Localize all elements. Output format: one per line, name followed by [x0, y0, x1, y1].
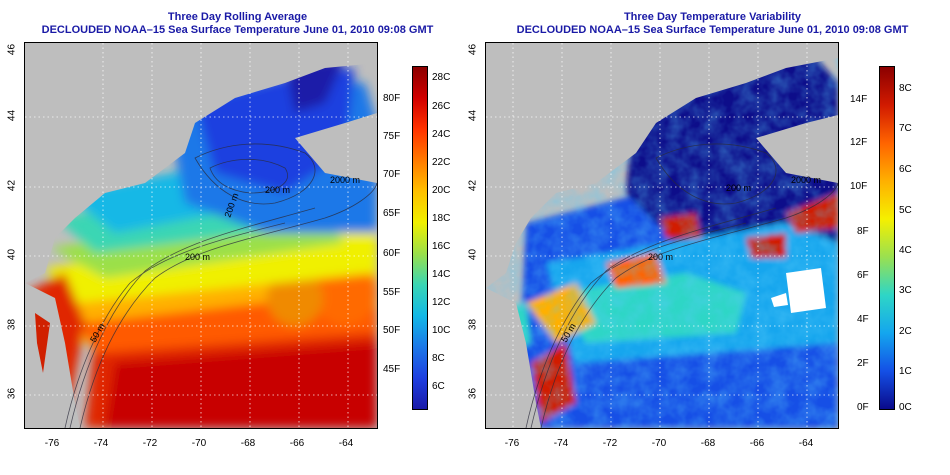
lon-tick: -72 [602, 438, 618, 449]
colorbar-f-label: 50F [383, 325, 401, 336]
lat-tick: 38 [6, 318, 18, 331]
colorbar-f-label: 55F [383, 287, 401, 298]
lon-tick: -68 [240, 438, 256, 449]
lat-tick: 44 [467, 109, 479, 122]
colorbar-c-label: 0C [899, 402, 912, 413]
colorbar-c-label: 4C [899, 245, 912, 256]
colorbar-f-label: 8F [857, 226, 869, 237]
contour-label: 200 m [185, 252, 210, 262]
colorbar-f-label: 60F [383, 248, 401, 259]
colorbar-c-label: 8C [899, 83, 912, 94]
lon-tick: -74 [553, 438, 569, 449]
left-panel: Three Day Rolling Average DECLOUDED NOAA… [6, 11, 451, 449]
colorbar-c-label: 12C [432, 297, 451, 308]
temperature-colorbar [412, 66, 428, 410]
colorbar-f-label: 12F [850, 137, 868, 148]
colorbar-f-label: 75F [383, 131, 401, 142]
lon-tick: -66 [749, 438, 765, 449]
lat-tick: 40 [467, 248, 479, 261]
colorbar-c-label: 28C [432, 72, 451, 83]
contour-label: 2000 m [791, 175, 821, 185]
colorbar-c-label: 22C [432, 157, 451, 168]
right-variability-map[interactable]: 2000 m 200 m 50 m 200 m [485, 42, 839, 429]
colorbar-c-label: 6C [899, 164, 912, 175]
lon-tick: -68 [700, 438, 716, 449]
right-subtitle: DECLOUDED NOAA–15 Sea Surface Temperatur… [516, 24, 909, 36]
lon-tick: -64 [798, 438, 814, 449]
colorbar-c-label: 10C [432, 325, 451, 336]
colorbar-c-label: 8C [432, 353, 445, 364]
lat-tick: 44 [6, 109, 18, 122]
colorbar-c-label: 20C [432, 185, 451, 196]
lon-tick: -76 [44, 438, 60, 449]
right-title: Three Day Temperature Variability [623, 11, 802, 23]
variability-colorbar [879, 66, 895, 410]
colorbar-c-label: 24C [432, 129, 451, 140]
colorbar-f-label: 4F [857, 314, 869, 325]
left-title: Three Day Rolling Average [167, 11, 308, 23]
colorbar-c-label: 16C [432, 241, 451, 252]
colorbar-c-label: 18C [432, 213, 451, 224]
colorbar-f-label: 0F [857, 402, 869, 413]
left-sst-map[interactable]: 2000 m 200 m 50 m 200 m 200 m [24, 42, 378, 429]
colorbar-c-label: 14C [432, 269, 451, 280]
colorbar-c-label: 6C [432, 381, 445, 392]
lat-tick: 40 [6, 248, 18, 261]
colorbar-c-label: 7C [899, 123, 912, 134]
colorbar-c-label: 26C [432, 101, 451, 112]
lon-tick: -76 [504, 438, 520, 449]
lat-tick: 46 [6, 43, 18, 56]
lon-tick: -64 [338, 438, 354, 449]
colorbar-f-label: 2F [857, 358, 869, 369]
colorbar-c-label: 3C [899, 285, 912, 296]
lat-tick: 36 [467, 387, 479, 400]
colorbar-f-label: 80F [383, 93, 401, 104]
colorbar-c-label: 5C [899, 205, 912, 216]
lat-tick: 36 [6, 387, 18, 400]
lat-tick: 42 [467, 179, 479, 192]
right-panel: Three Day Temperature Variability DECLOU… [468, 0, 950, 475]
lon-tick: -72 [142, 438, 158, 449]
colorbar-c-label: 1C [899, 366, 912, 377]
colorbar-f-label: 45F [383, 364, 401, 375]
colorbar-f-label: 65F [383, 208, 401, 219]
colorbar-f-label: 10F [850, 181, 868, 192]
contour-label: 200 m [265, 185, 290, 195]
contour-label: 200 m [726, 183, 751, 193]
colorbar-f-label: 70F [383, 169, 401, 180]
left-subtitle: DECLOUDED NOAA–15 Sea Surface Temperatur… [41, 24, 434, 36]
colorbar-f-label: 6F [857, 270, 869, 281]
lon-tick: -70 [651, 438, 667, 449]
lon-tick: -70 [191, 438, 207, 449]
lat-tick: 38 [467, 318, 479, 331]
lon-tick: -66 [289, 438, 305, 449]
lon-tick: -74 [93, 438, 109, 449]
lat-tick: 46 [467, 43, 479, 56]
colorbar-c-label: 2C [899, 326, 912, 337]
colorbar-f-label: 14F [850, 94, 868, 105]
contour-label: 200 m [648, 252, 673, 262]
lat-tick: 42 [6, 179, 18, 192]
contour-label: 2000 m [330, 175, 360, 185]
